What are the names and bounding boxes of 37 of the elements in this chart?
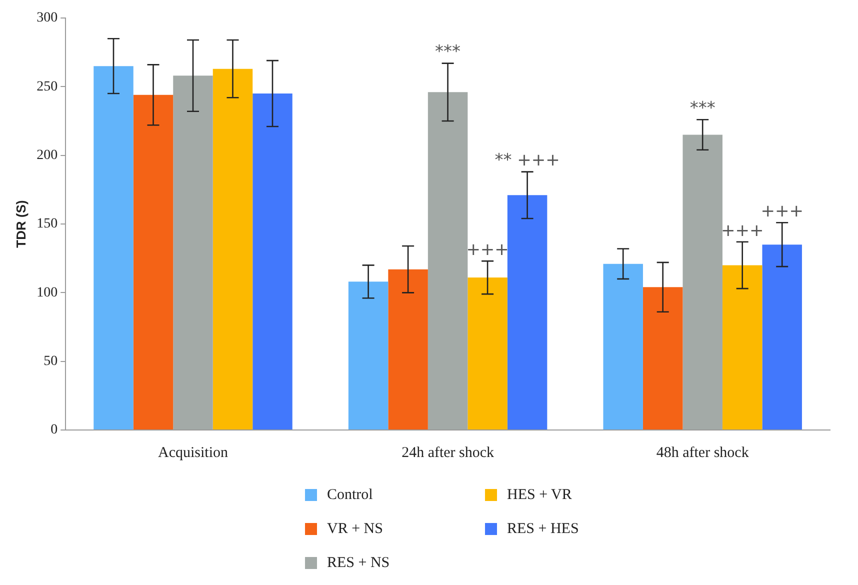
legend-label: VR + NS [327,520,383,538]
legend-label: RES + NS [327,554,390,572]
data-label: +++ [466,240,509,260]
bar [682,134,722,430]
data-label: *** [435,42,461,62]
y-tick-label: 0 [50,422,58,438]
bar [388,269,428,430]
data-label: *** [690,98,716,119]
legend-label: RES + HES [507,520,579,538]
data-label: ** +++ [494,150,560,171]
bar [252,94,292,430]
bar [348,282,388,430]
bar [468,278,508,430]
bar [722,265,762,430]
y-tick-label: 250 [36,79,58,94]
bar [173,76,213,430]
bar [507,195,548,430]
bar [428,92,468,430]
legend-label: HES + VR [507,486,572,504]
data-label: +++ [720,220,764,241]
bar [642,287,683,430]
bar [603,264,643,430]
bar [133,94,174,430]
bar [762,244,802,430]
y-axis-title: TDR (S) [13,200,28,248]
y-tick-label: 150 [36,216,58,232]
bar [94,66,134,430]
x-tick-label: Acquisition [158,444,228,461]
data-label: +++ [760,202,804,222]
y-tick-label: 300 [36,10,58,26]
y-tick-label: 200 [36,148,58,164]
bar [212,68,253,430]
legend-label: Control [327,486,373,504]
y-tick-label: 50 [44,354,58,370]
y-tick-label: 100 [36,285,58,300]
x-tick-label: 24h after shock [402,444,495,461]
x-tick-label: 48h after shock [656,444,750,461]
